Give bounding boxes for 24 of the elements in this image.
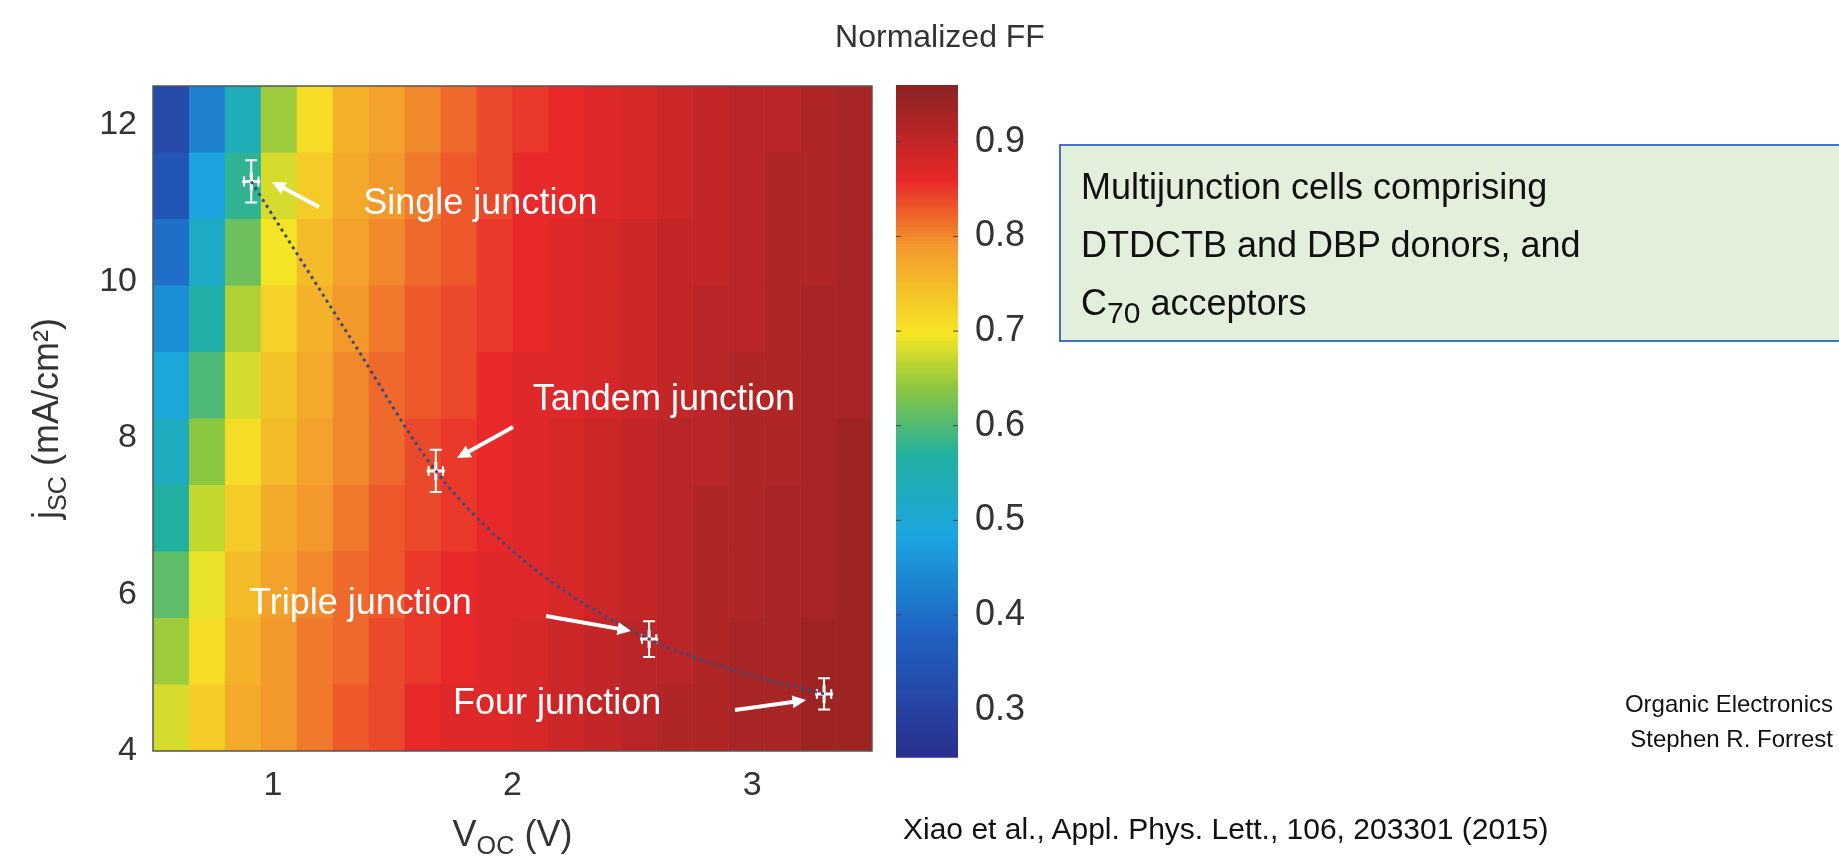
y-axis-title: jSC (mA/cm²)	[24, 318, 71, 520]
color-bar-label: 0.4	[975, 591, 1026, 633]
color-bar-title: Normalized FF	[835, 17, 1045, 54]
y-tick-label: 4	[118, 729, 137, 768]
x-tick-label: 3	[742, 763, 762, 802]
x-tick-label: 2	[503, 763, 522, 802]
annotation: Triple junction	[249, 581, 472, 623]
color-bar-label: 0.9	[975, 118, 1026, 160]
annotation: Tandem junction	[532, 376, 795, 418]
color-bar-label: 0.6	[975, 402, 1026, 444]
color-bar-label: 0.5	[975, 497, 1026, 539]
annotation: Four junction	[453, 680, 662, 722]
y-tick-label: 12	[99, 103, 137, 142]
text: Organic Electronics	[1624, 690, 1833, 718]
color-bar-label: 0.8	[975, 213, 1026, 255]
x-tick-label: 1	[263, 763, 283, 802]
text: Stephen R. Forrest	[1630, 725, 1833, 753]
text: Xiao et al., Appl. Phys. Lett., 106, 203301 (2015)	[903, 812, 1549, 846]
y-tick-label: 6	[118, 572, 137, 611]
color-bar-label: 0.7	[975, 308, 1026, 350]
color-bar-label: 0.3	[975, 686, 1026, 728]
y-tick-label: 8	[118, 416, 137, 455]
y-tick-label: 10	[99, 259, 137, 298]
annotation: Single junction	[363, 181, 598, 223]
